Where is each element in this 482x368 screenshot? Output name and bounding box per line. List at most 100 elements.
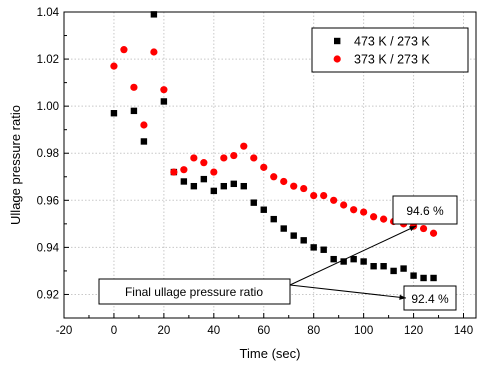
- square-point: [330, 255, 337, 263]
- circle-point: [180, 166, 188, 174]
- circle-point: [330, 196, 338, 204]
- y-tick-label: 1.00: [37, 101, 59, 113]
- arrow-to-92-4-head: [399, 294, 406, 300]
- legend-box: [311, 27, 469, 73]
- annotations: 94.6 % 92.4 % Final ullage pressure ratio: [98, 195, 458, 311]
- x-tick-label: 120: [404, 325, 423, 337]
- square-point: [150, 11, 158, 18]
- square-point: [410, 272, 417, 279]
- square-point: [360, 258, 367, 265]
- legend-square-marker: [334, 37, 341, 45]
- circle-point: [350, 206, 358, 214]
- circle-point: [250, 154, 258, 162]
- circle-point: [170, 168, 178, 176]
- annotation-label-94-6: 94.6 %: [406, 204, 444, 218]
- circle-point: [190, 154, 198, 162]
- arrow-to-94-6-head: [409, 226, 416, 232]
- annotation-box-94-6: [392, 195, 458, 225]
- x-axis-title: Time (sec): [240, 346, 301, 361]
- tick-marks: [63, 11, 465, 318]
- annotation-label-92-4: 92.4 %: [411, 292, 449, 306]
- y-tick-label: 1.02: [37, 54, 59, 66]
- legend-label: 373 K / 273 K: [354, 53, 430, 67]
- circle-point: [160, 86, 168, 94]
- y-tick-label: 0.96: [37, 195, 59, 207]
- annotation-box-92-4: [403, 285, 457, 311]
- circle-point: [240, 142, 248, 150]
- square-point: [210, 187, 218, 195]
- y-tick-label: 0.92: [37, 289, 59, 301]
- legend-label: 473 K / 273 K: [354, 35, 430, 49]
- circle-point: [210, 168, 218, 176]
- arrow-to-94-6-line: [289, 225, 417, 286]
- square-point: [190, 182, 198, 190]
- tick-labels: -20 0 20 40 60 80 100 120 140 0.92 0.94 0.96 0.98 1.0…: [37, 7, 473, 337]
- square-point: [380, 263, 387, 270]
- x-tick-label: 80: [307, 325, 320, 337]
- square-point: [230, 180, 237, 188]
- square-point: [160, 98, 168, 105]
- annotation-label-final: Final ullage pressure ratio: [125, 285, 263, 299]
- x-tick-label: 0: [111, 325, 117, 337]
- circle-point: [140, 121, 148, 129]
- circle-point: [220, 154, 228, 162]
- circle-point: [360, 208, 368, 216]
- square-point: [340, 258, 347, 265]
- plot-frame: [63, 11, 477, 319]
- circle-point: [419, 224, 428, 233]
- x-tick-label: 140: [454, 325, 473, 337]
- square-point: [320, 246, 327, 253]
- square-point: [130, 107, 138, 115]
- square-point: [300, 237, 307, 244]
- legend-circle-marker: [333, 55, 341, 63]
- square-point: [110, 110, 118, 117]
- circle-point: [310, 192, 318, 200]
- square-point: [430, 274, 437, 282]
- circle-point: [280, 177, 288, 186]
- square-point: [310, 244, 317, 251]
- circle-point: [130, 83, 138, 91]
- square-point: [390, 267, 397, 275]
- circle-point: [150, 48, 158, 56]
- circle-point: [370, 213, 378, 221]
- square-point: [260, 206, 267, 213]
- circle-point: [290, 182, 298, 190]
- circle-point: [110, 62, 118, 70]
- square-point: [270, 215, 277, 223]
- square-point: [180, 178, 188, 185]
- y-axis-title: Ullage pressure ratio: [8, 105, 23, 225]
- circle-point: [320, 192, 328, 200]
- x-tick-label: 20: [157, 325, 170, 337]
- circle-point: [270, 173, 278, 181]
- circle-point: [230, 151, 238, 160]
- circle-point: [429, 229, 438, 237]
- square-point: [370, 263, 377, 270]
- circle-point: [120, 46, 128, 54]
- circle-point: [300, 184, 308, 193]
- arrow-to-92-4-line: [289, 284, 407, 299]
- square-point: [400, 265, 407, 272]
- square-point: [200, 175, 208, 183]
- square-point: [220, 182, 228, 190]
- y-tick-label: 0.98: [37, 148, 59, 160]
- square-point: [140, 138, 148, 145]
- axes: [63, 11, 477, 319]
- y-tick-label: 1.04: [37, 7, 60, 19]
- circle-point: [380, 215, 388, 223]
- y-tick-label: 0.94: [37, 242, 60, 254]
- legend: 473 K / 273 K 373 K / 273 K: [311, 27, 469, 73]
- square-point: [280, 225, 287, 232]
- square-point: [240, 182, 247, 190]
- x-tick-label: 60: [257, 325, 270, 337]
- circle-point: [200, 159, 208, 167]
- square-point: [350, 255, 357, 263]
- annotation-box-final: [98, 278, 291, 305]
- x-tick-label: 100: [354, 325, 373, 337]
- circle-point: [340, 201, 348, 209]
- circle-point: [260, 163, 268, 171]
- square-point: [250, 199, 257, 206]
- x-tick-label: 40: [207, 325, 220, 337]
- square-point: [420, 274, 427, 282]
- x-tick-label: -20: [56, 325, 73, 337]
